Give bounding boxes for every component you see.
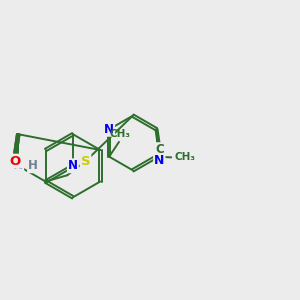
Text: CH₃: CH₃	[174, 152, 195, 162]
Text: N: N	[154, 154, 164, 167]
Text: S: S	[81, 155, 90, 168]
Text: C: C	[155, 143, 164, 156]
Text: O: O	[10, 155, 21, 168]
Text: CH₃: CH₃	[110, 129, 131, 139]
Text: N: N	[68, 159, 78, 172]
Text: H: H	[28, 159, 38, 172]
Text: N: N	[13, 159, 23, 172]
Text: N: N	[104, 123, 114, 136]
